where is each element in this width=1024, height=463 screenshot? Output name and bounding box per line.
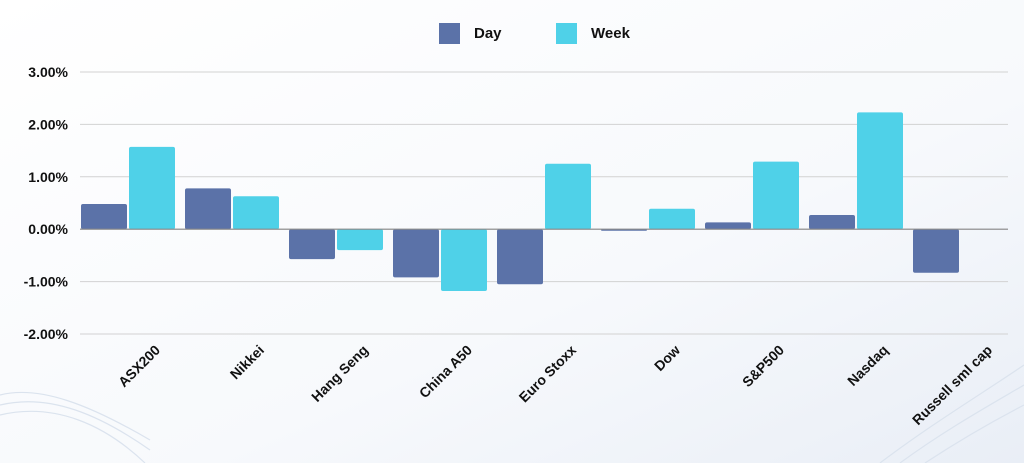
legend-swatch-week xyxy=(556,23,577,44)
bar-day-euro-stoxx xyxy=(497,229,543,285)
bar-week-euro-stoxx xyxy=(545,163,591,230)
bar-week-asx200 xyxy=(129,146,175,230)
bar-week-nasdaq xyxy=(857,112,903,230)
y-tick-label: 3.00% xyxy=(28,64,68,80)
bar-week-dow xyxy=(649,208,695,230)
bar-day-asx200 xyxy=(81,204,127,230)
legend-label-day: Day xyxy=(474,25,502,42)
bar-week-china-a50 xyxy=(441,229,487,292)
background-swoosh xyxy=(0,364,1024,463)
bar-day-s-p500 xyxy=(705,222,751,230)
y-tick-label: 0.00% xyxy=(28,221,68,237)
y-tick-label: -2.00% xyxy=(24,326,69,342)
bar-week-nikkei xyxy=(233,196,279,230)
bar-week-s-p500 xyxy=(753,161,799,230)
legend-swatch-day xyxy=(439,23,460,44)
y-tick-label: -1.00% xyxy=(24,274,69,290)
bar-day-nasdaq xyxy=(809,215,855,230)
y-axis-ticks: 3.00% 2.00% 1.00% 0.00% -1.00% -2.00% xyxy=(24,64,69,342)
bars xyxy=(81,112,959,292)
y-tick-label: 2.00% xyxy=(28,116,68,132)
legend-label-week: Week xyxy=(591,25,631,42)
y-tick-label: 1.00% xyxy=(28,169,68,185)
bar-week-hang-seng xyxy=(337,229,383,251)
legend: Day Week xyxy=(439,23,631,44)
bar-day-hang-seng xyxy=(289,229,335,260)
bar-day-china-a50 xyxy=(393,229,439,278)
bar-day-russell-sml-cap xyxy=(913,229,959,273)
bar-day-nikkei xyxy=(185,188,231,230)
